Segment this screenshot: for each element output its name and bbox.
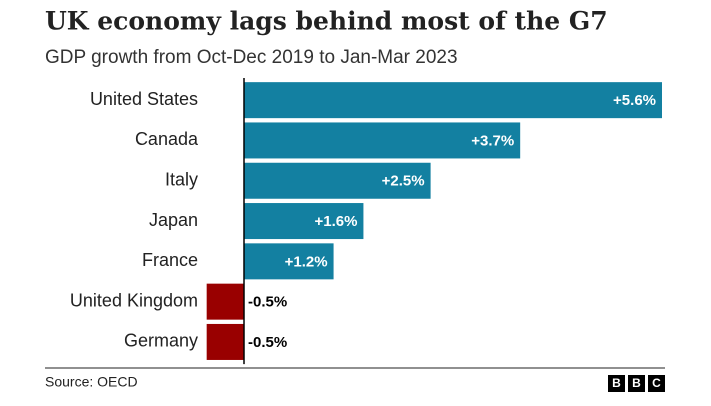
logo-box	[608, 375, 625, 392]
y-tick-label: Italy	[165, 170, 198, 190]
y-tick-label: Germany	[124, 331, 198, 351]
logo-letter: B	[632, 376, 641, 390]
value-label: +1.2%	[285, 253, 328, 270]
bar	[244, 243, 334, 280]
value-label: +3.7%	[471, 132, 514, 149]
y-tick-label: United States	[90, 89, 198, 109]
value-label: +2.5%	[382, 173, 425, 190]
value-label: +1.6%	[314, 213, 357, 230]
y-tick-label: United Kingdom	[70, 290, 198, 310]
bar	[244, 82, 662, 119]
logo-box	[648, 375, 665, 392]
y-tick-label: France	[142, 250, 198, 270]
bar	[244, 122, 521, 159]
bar	[244, 162, 431, 199]
logo-box	[628, 375, 645, 392]
logo-letter: B	[612, 376, 621, 390]
value-label: +5.6%	[613, 92, 656, 109]
bar	[206, 323, 244, 360]
y-tick-label: Japan	[149, 210, 198, 230]
bar	[244, 203, 364, 240]
bar	[206, 283, 244, 320]
logo-letter: C	[652, 376, 661, 390]
value-label: -0.5%	[248, 294, 287, 311]
y-tick-label: Canada	[135, 129, 199, 149]
source: Source: OECD	[45, 374, 138, 390]
chart-title: UK economy lags behind most of the G7	[45, 7, 608, 36]
chart-subtitle: GDP growth from Oct-Dec 2019 to Jan-Mar …	[45, 47, 458, 68]
value-label: -0.5%	[248, 334, 287, 351]
